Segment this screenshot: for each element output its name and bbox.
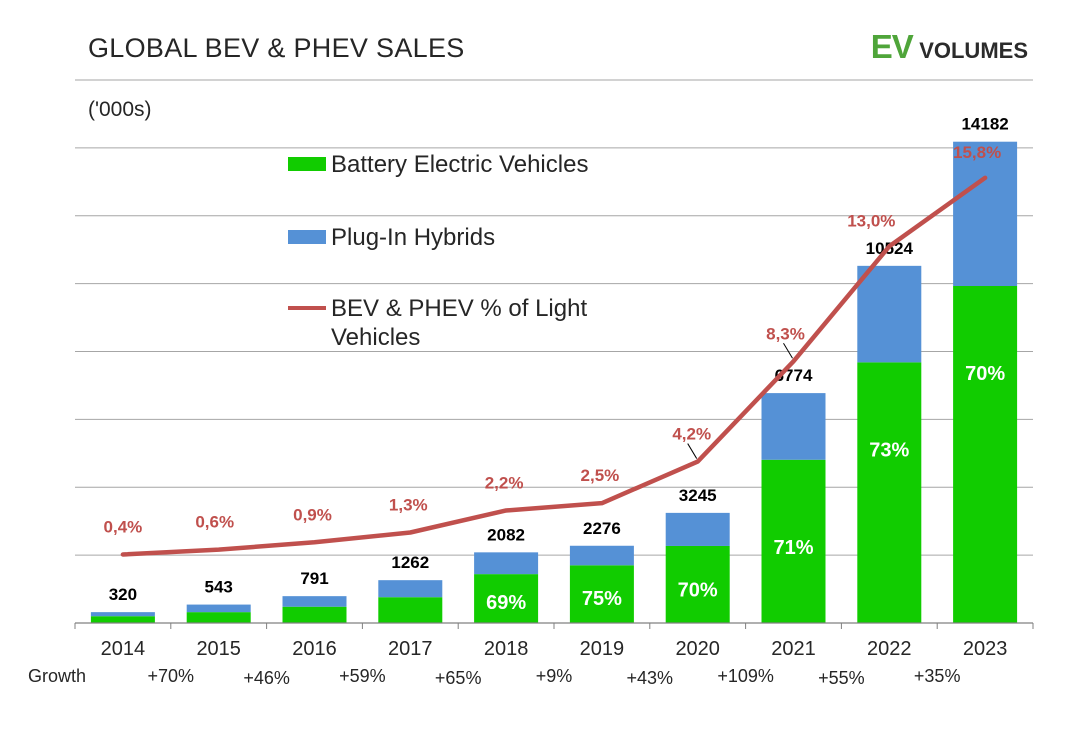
unit-label: ('000s) (88, 98, 152, 121)
bar-phev (378, 580, 443, 598)
bar-bev (474, 574, 539, 623)
bar-bev (569, 565, 634, 623)
bar-total-label: 1262 (391, 553, 429, 572)
bar-phev (665, 512, 730, 546)
bar-phev (953, 141, 1018, 287)
growth-value: +35% (913, 666, 961, 686)
bev-share-label: 69% (486, 592, 526, 614)
share-value-label: 1,3% (389, 496, 428, 515)
share-value-label: 8,3% (766, 324, 805, 343)
growth-value: +43% (626, 668, 674, 688)
bar-total-label: 3245 (679, 486, 717, 505)
bar-total-label: 2082 (487, 525, 525, 544)
share-value-label: 13,0% (847, 211, 895, 230)
bar-bev (665, 545, 730, 623)
share-value-label: 4,2% (672, 425, 711, 444)
x-tick-label: 2017 (388, 638, 433, 660)
bar-total-label: 791 (300, 569, 328, 588)
bar-phev (474, 552, 539, 575)
bar-phev (857, 265, 922, 363)
bar-bev (378, 597, 443, 623)
legend-swatch-bev (288, 157, 326, 171)
x-tick-label: 2023 (963, 638, 1008, 660)
legend-label-share-line2: Vehicles (331, 324, 421, 351)
growth-label: Growth (28, 666, 87, 686)
x-tick-label: 2021 (771, 638, 816, 660)
bev-share-label: 73% (869, 439, 909, 461)
bar-bev (761, 459, 826, 623)
growth-value: +109% (717, 666, 774, 686)
legend-label-phev: Plug-In Hybrids (331, 224, 496, 251)
growth-value: +65% (434, 668, 482, 688)
bar-total-label: 14182 (961, 115, 1008, 134)
x-tick-label: 2016 (292, 638, 337, 660)
share-value-label: 0,4% (104, 518, 143, 537)
x-tick-label: 2014 (101, 638, 146, 660)
label-leader-line (783, 343, 793, 359)
logo-volumes-text: VOLUMES (919, 38, 1028, 63)
share-line (120, 175, 988, 557)
bev-share-label: 75% (582, 588, 622, 610)
share-value-label: 0,9% (293, 505, 332, 524)
bar-bev (282, 606, 347, 623)
share-value-label: 15,8% (953, 143, 1001, 162)
legend-label-share-line1: BEV & PHEV % of Light (331, 295, 588, 322)
growth-value: +59% (339, 666, 386, 686)
legend-swatch-share (288, 306, 326, 310)
x-tick-label: 2022 (867, 638, 912, 660)
bar-total-label: 2276 (583, 519, 621, 538)
bar-total-label: 543 (205, 578, 233, 597)
label-leader-line (687, 443, 698, 459)
chart-title: GLOBAL BEV & PHEV SALES (88, 33, 465, 63)
growth-value: +9% (535, 666, 573, 686)
x-tick-label: 2018 (484, 638, 529, 660)
bar-phev (282, 596, 347, 607)
share-value-label: 0,6% (195, 513, 234, 532)
bar-phev (569, 545, 634, 566)
legend-label-bev: Battery Electric Vehicles (331, 151, 589, 178)
bar-total-label: 320 (109, 585, 137, 604)
bar-phev (761, 393, 826, 460)
bar-bev (186, 612, 251, 623)
growth-value: +70% (147, 666, 195, 686)
ev-volumes-logo: EV VOLUMES (871, 28, 1028, 66)
logo-ev-text: EV (870, 28, 914, 65)
growth-value: +55% (818, 668, 865, 688)
bar-bev (90, 616, 155, 623)
x-tick-label: 2015 (196, 638, 241, 660)
bar-phev (186, 604, 251, 613)
bar-phev (90, 612, 155, 617)
share-value-label: 2,2% (485, 473, 524, 492)
bar-bev (953, 286, 1018, 623)
bev-share-label: 71% (773, 537, 813, 559)
x-tick-label: 2020 (675, 638, 720, 660)
x-tick-label: 2019 (580, 638, 625, 660)
bev-share-label: 70% (678, 579, 718, 601)
bar-bev (857, 362, 922, 623)
legend-swatch-phev (288, 230, 326, 244)
bev-share-label: 70% (965, 363, 1005, 385)
share-value-label: 2,5% (581, 466, 620, 485)
growth-value: +46% (243, 668, 290, 688)
